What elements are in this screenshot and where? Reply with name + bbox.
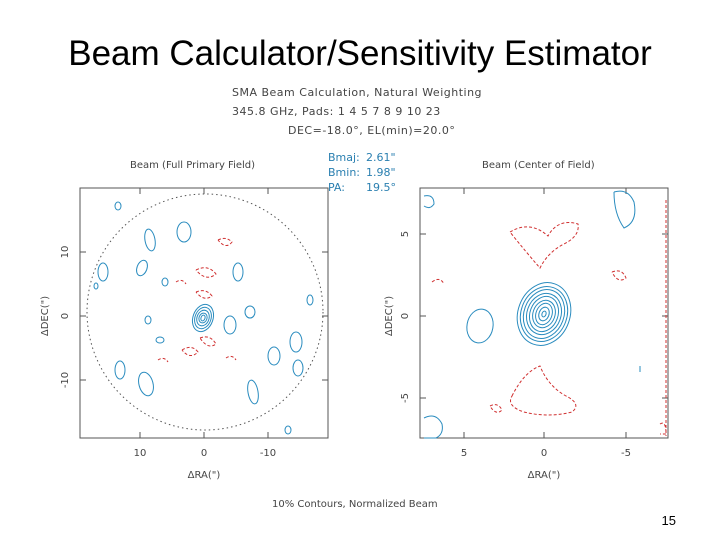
right-beam-panel: 5 0 -5 5 0 -5 ΔRA(") ΔDEC(") [384,187,669,481]
right-central-beam [516,282,572,346]
left-x-tick-2: 0 [201,448,207,459]
bmaj-label: Bmaj: [328,151,360,164]
right-y-axis-label: ΔDEC(") [384,296,395,336]
right-y-tick-3: -5 [400,393,411,403]
right-x-tick-2: 0 [541,448,547,459]
bmaj-value: 2.61" [366,151,396,164]
right-x-tick-1: 5 [461,448,467,459]
figure-header-line3: DEC=-18.0°, EL(min)=20.0° [288,124,456,137]
left-central-beam [191,303,215,333]
left-beam-panel: 10 0 -10 10 0 -10 ΔRA(") ΔDEC(") [40,187,329,481]
right-y-tick-2: 0 [400,313,411,319]
left-y-axis-label: ΔDEC(") [40,296,51,336]
figure-header-line2: 345.8 GHz, Pads: 1 4 5 7 8 9 10 23 [232,105,441,118]
left-y-tick-1: 10 [60,246,71,259]
left-x-tick-3: -10 [260,448,276,459]
bmin-label: Bmin: [328,166,360,179]
figure-footer: 10% Contours, Normalized Beam [272,499,438,510]
left-positive-sidelobes [93,201,314,435]
right-y-tick-1: 5 [400,231,411,237]
primary-field-circle [86,193,324,431]
right-positive-sidelobes [423,190,641,439]
right-negative-sidelobes [431,200,667,436]
right-x-axis-label: ΔRA(") [528,470,561,481]
pa-label: PA: [328,181,345,194]
left-panel-title: Beam (Full Primary Field) [130,160,256,171]
slide-title: Beam Calculator/Sensitivity Estimator [68,34,652,73]
left-y-tick-3: -10 [60,372,71,388]
right-x-tick-3: -5 [621,448,631,459]
bmin-value: 1.98" [366,166,396,179]
page-number: 15 [661,513,676,528]
figure-header-line1: SMA Beam Calculation, Natural Weighting [232,86,483,99]
beam-parameters: Bmaj: 2.61" Bmin: 1.98" PA: 19.5° [328,150,396,195]
left-x-tick-1: 10 [134,448,147,459]
pa-value: 19.5° [366,181,396,194]
left-negative-sidelobes [157,237,237,363]
left-x-axis-label: ΔRA(") [188,470,221,481]
left-y-tick-2: 0 [60,313,71,319]
right-panel-frame [419,187,669,439]
right-panel-title: Beam (Center of Field) [482,160,595,171]
